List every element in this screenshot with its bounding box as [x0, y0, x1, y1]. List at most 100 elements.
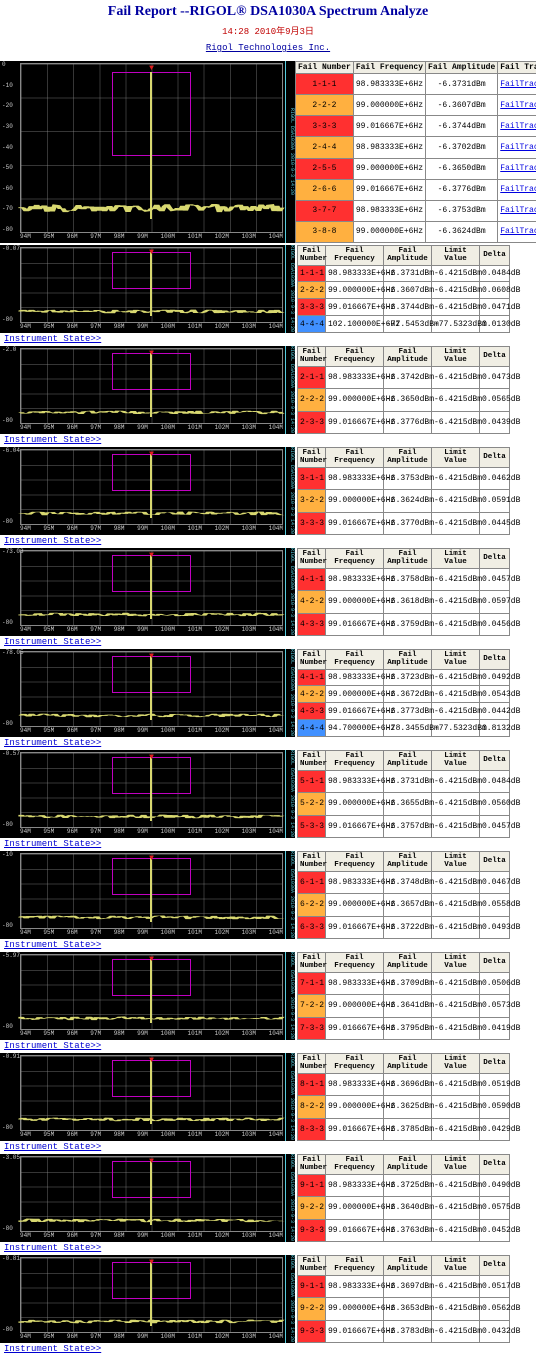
detail-table-header: Delta: [480, 1256, 510, 1276]
detail-table-header: FailAmplitude: [384, 1256, 432, 1276]
detail-table-header: Delta: [480, 549, 510, 569]
top-table-row: 2-2-299.000000E+6Hz-6.3607dBmFailTrace1: [296, 95, 536, 116]
detail-block: ▼-6.04-8094M95M96M97M98M99M100M101M102M1…: [0, 447, 536, 535]
report-title: Fail Report --RIGOL® DSA1030A Spectrum A…: [0, 4, 536, 20]
detail-table-header: LimitValue: [432, 549, 480, 569]
spectrum-chart: ▼-0.07-8094M95M96M97M98M99M100M101M102M1…: [0, 245, 295, 333]
spectrum-chart: ▼-73.03-8094M95M96M97M98M99M100M101M102M…: [0, 548, 295, 636]
detail-fail-table: FailNumberFailFrequencyFailAmplitudeLimi…: [297, 1154, 510, 1242]
detail-table-row: 3-2-299.000000E+6Hz-6.3624dBm-6.4215dBm0…: [298, 490, 510, 513]
detail-table-row: 6-3-399.016667E+6Hz-6.3722dBm-6.4215dBm0…: [298, 916, 510, 939]
top-section: ▼0-10-20-30-40-50-60-70-8094M95M96M97M98…: [0, 61, 536, 243]
fail-trace-link[interactable]: FailTrace3: [500, 227, 536, 236]
detail-table-header: FailNumber: [298, 1256, 326, 1276]
top-table-header: Fail Number: [296, 62, 354, 74]
detail-fail-table: FailNumberFailFrequencyFailAmplitudeLimi…: [297, 1053, 510, 1141]
detail-table-header: FailFrequency: [326, 448, 384, 468]
instrument-state-link[interactable]: Instrument State>>: [0, 434, 536, 445]
fail-trace-link[interactable]: FailTrace1: [500, 122, 536, 131]
detail-block: ▼-0.81-8094M95M96M97M98M99M100M101M102M1…: [0, 1255, 536, 1343]
detail-table-row: 1-1-198.983333E+6Hz-6.3731dBm-6.4215dBm0…: [298, 265, 510, 282]
detail-table-row: 4-1-198.983333E+6Hz-6.3758dBm-6.4215dBm0…: [298, 568, 510, 591]
detail-table-header: LimitValue: [432, 650, 480, 670]
fail-trace-link[interactable]: FailTrace2: [500, 185, 536, 194]
detail-block: ▼-78.05-8094M95M96M97M98M99M100M101M102M…: [0, 649, 536, 737]
detail-table-header: FailFrequency: [326, 347, 384, 367]
spectrum-chart: ▼-0.81-8094M95M96M97M98M99M100M101M102M1…: [0, 1255, 295, 1343]
instrument-state-link[interactable]: Instrument State>>: [0, 838, 536, 849]
instrument-state-link[interactable]: Instrument State>>: [0, 333, 536, 344]
detail-table-header: FailAmplitude: [384, 1054, 432, 1074]
detail-table-header: FailFrequency: [326, 246, 384, 266]
detail-table-row: 4-2-299.000000E+6Hz-6.3618dBm-6.4215dBm0…: [298, 591, 510, 614]
detail-table-header: FailNumber: [298, 751, 326, 771]
detail-table-header: LimitValue: [432, 1054, 480, 1074]
detail-fail-table: FailNumberFailFrequencyFailAmplitudeLimi…: [297, 649, 510, 737]
spectrum-chart: ▼-78.05-8094M95M96M97M98M99M100M101M102M…: [0, 649, 295, 737]
detail-table-header: FailAmplitude: [384, 347, 432, 367]
detail-table-row: 2-1-198.983333E+6Hz-6.3742dBm-6.4215dBm0…: [298, 366, 510, 389]
instrument-state-link[interactable]: Instrument State>>: [0, 1040, 536, 1051]
detail-table-header: Delta: [480, 953, 510, 973]
instrument-state-link[interactable]: Instrument State>>: [0, 1343, 536, 1354]
detail-table-header: FailAmplitude: [384, 1155, 432, 1175]
detail-table-row: 2-2-299.000000E+6Hz-6.3650dBm-6.4215dBm0…: [298, 389, 510, 412]
instrument-state-link[interactable]: Instrument State>>: [0, 1141, 536, 1152]
detail-fail-table: FailNumberFailFrequencyFailAmplitudeLimi…: [297, 750, 510, 838]
detail-fail-table: FailNumberFailFrequencyFailAmplitudeLimi…: [297, 346, 510, 434]
detail-table-header: Delta: [480, 347, 510, 367]
detail-table-header: FailAmplitude: [384, 448, 432, 468]
detail-table-header: FailAmplitude: [384, 953, 432, 973]
detail-table-header: Delta: [480, 650, 510, 670]
detail-table-header: LimitValue: [432, 246, 480, 266]
detail-table-header: FailNumber: [298, 1155, 326, 1175]
detail-table-row: 2-2-299.000000E+6Hz-6.3607dBm-6.4215dBm0…: [298, 282, 510, 299]
instrument-state-link[interactable]: Instrument State>>: [0, 737, 536, 748]
instrument-state-link[interactable]: Instrument State>>: [0, 1242, 536, 1253]
instrument-state-link[interactable]: Instrument State>>: [0, 535, 536, 546]
detail-table-header: FailAmplitude: [384, 650, 432, 670]
spectrum-chart-main: ▼0-10-20-30-40-50-60-70-8094M95M96M97M98…: [0, 61, 295, 243]
detail-table-header: FailNumber: [298, 246, 326, 266]
detail-fail-table: FailNumberFailFrequencyFailAmplitudeLimi…: [297, 245, 510, 333]
detail-table-header: FailFrequency: [326, 650, 384, 670]
detail-block: ▼-5.97-8094M95M96M97M98M99M100M101M102M1…: [0, 952, 536, 1040]
detail-table-row: 9-1-198.983333E+6Hz-6.3725dBm-6.4215dBm0…: [298, 1174, 510, 1197]
top-table-row: 3-7-798.983333E+6Hz-6.3753dBmFailTrace3: [296, 200, 536, 221]
fail-trace-link[interactable]: FailTrace2: [500, 143, 536, 152]
top-table-header: Fail Frequency: [353, 62, 425, 74]
fail-trace-link[interactable]: FailTrace1: [500, 80, 536, 89]
top-table-header: Fail Amplitude: [426, 62, 498, 74]
detail-table-header: FailAmplitude: [384, 549, 432, 569]
detail-table-row: 9-3-399.016667E+6Hz-6.3783dBm-6.4215dBm0…: [298, 1320, 510, 1343]
instrument-state-link[interactable]: Instrument State>>: [0, 636, 536, 647]
detail-table-row: 9-2-299.000000E+6Hz-6.3640dBm-6.4215dBm0…: [298, 1197, 510, 1220]
detail-table-row: 3-1-198.983333E+6Hz-6.3753dBm-6.4215dBm0…: [298, 467, 510, 490]
detail-fail-table: FailNumberFailFrequencyFailAmplitudeLimi…: [297, 952, 510, 1040]
detail-table-header: FailFrequency: [326, 549, 384, 569]
fail-trace-link[interactable]: FailTrace3: [500, 206, 536, 215]
top-table-header: Fail Trace: [498, 62, 536, 74]
detail-table-header: FailNumber: [298, 549, 326, 569]
fail-trace-link[interactable]: FailTrace2: [500, 164, 536, 173]
detail-table-header: LimitValue: [432, 347, 480, 367]
top-table-row: 2-5-599.000000E+6Hz-6.3650dBmFailTrace2: [296, 158, 536, 179]
instrument-state-link[interactable]: Instrument State>>: [0, 939, 536, 950]
detail-table-row: 6-2-299.000000E+6Hz-6.3657dBm-6.4215dBm0…: [298, 894, 510, 917]
detail-table-header: Delta: [480, 751, 510, 771]
detail-block: ▼-73.03-8094M95M96M97M98M99M100M101M102M…: [0, 548, 536, 636]
fail-trace-link[interactable]: FailTrace1: [500, 101, 536, 110]
detail-table-row: 4-2-299.000000E+6Hz-6.3672dBm-6.4215dBm0…: [298, 686, 510, 703]
top-table-row: 1-1-198.983333E+6Hz-6.3731dBmFailTrace1: [296, 74, 536, 95]
detail-table-header: FailNumber: [298, 650, 326, 670]
company-link[interactable]: Rigol Technologies Inc.: [0, 43, 536, 53]
detail-table-row: 8-2-299.000000E+6Hz-6.3625dBm-6.4215dBm0…: [298, 1096, 510, 1119]
detail-table-row: 9-2-299.000000E+6Hz-6.3653dBm-6.4215dBm0…: [298, 1298, 510, 1321]
detail-table-header: FailFrequency: [326, 751, 384, 771]
detail-table-row: 5-2-299.000000E+6Hz-6.3655dBm-6.4215dBm0…: [298, 793, 510, 816]
detail-table-header: Delta: [480, 246, 510, 266]
detail-table-header: FailFrequency: [326, 953, 384, 973]
detail-table-header: Delta: [480, 1054, 510, 1074]
detail-table-header: LimitValue: [432, 448, 480, 468]
detail-table-header: Delta: [480, 1155, 510, 1175]
